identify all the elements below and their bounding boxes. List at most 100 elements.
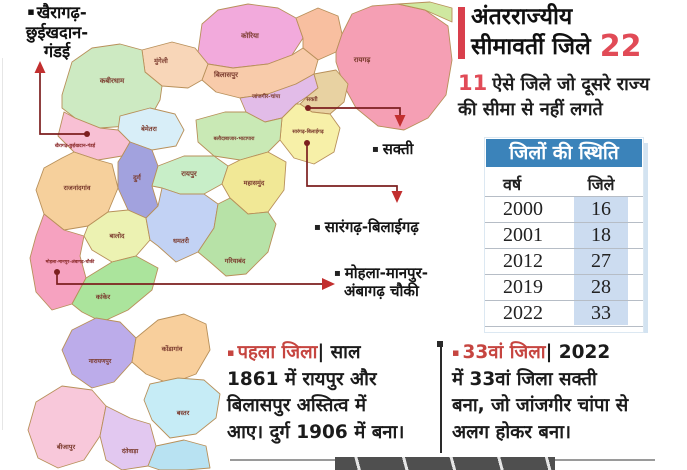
districts-column-stripe — [574, 197, 628, 325]
district-label: रायपुर — [180, 170, 198, 179]
sarangarh-arrow-head — [391, 191, 403, 203]
square-bullet-icon: ▪ — [314, 222, 321, 233]
khairagarh-arrow-dot — [84, 131, 90, 137]
callout-text: सक्ती — [382, 140, 414, 158]
callout-text: ▪ मोहला-मानपुर- — [334, 264, 428, 282]
column-header-districts: जिले — [587, 175, 615, 194]
khairagarh-arrow-line — [39, 70, 87, 135]
note-line: 1861 में रायपुर और — [227, 368, 377, 390]
left-edge-line — [2, 58, 3, 430]
district-label: बलौदाबाजार-भाटापारा — [213, 135, 256, 142]
square-bullet-icon: ▪ — [27, 5, 35, 18]
district-label: बीजापुर — [56, 443, 76, 451]
note-33rd-district: ▪ 33वां जिला| 2022 में 33वां जिला सक्ती ब… — [452, 340, 686, 446]
table-row: 2000 16 — [485, 197, 643, 223]
year-cell: 2000 — [503, 198, 543, 220]
panel-note: 11 ऐसे जिले जो दूसरे राज्य की सीमा से नही… — [458, 71, 686, 122]
table-row: 2012 27 — [485, 249, 643, 275]
district-label: दंतेवाड़ा — [121, 447, 139, 455]
annotation-text: खैरागढ़- — [36, 3, 87, 22]
district-shape — [131, 313, 211, 385]
sarangarh-arrow-line — [306, 143, 398, 193]
note-line: बिलासपुर अस्तित्व में — [227, 395, 367, 416]
callout-mohla: ▪ मोहला-मानपुर- अंबागढ़ चौकी — [334, 264, 428, 300]
note-line: ▪ पहला जिला| साल — [227, 342, 361, 363]
district-count-cell: 27 — [591, 250, 611, 272]
bottom-banner-cutoff — [335, 457, 555, 470]
district-shape — [279, 103, 341, 165]
district-label: जांजगीर-चांपा — [251, 92, 281, 100]
table-header-row: वर्ष जिले — [485, 172, 643, 197]
square-bullet-icon: ▪ — [334, 268, 341, 279]
district-label: राजनांदगांव — [63, 184, 91, 192]
district-count-cell: 28 — [591, 276, 611, 298]
year-cell: 2001 — [503, 224, 543, 246]
border-district-count: 22 — [599, 29, 642, 64]
district-label: मोहला-मानपुर-अंबागढ़-चौकी — [45, 258, 96, 265]
mohla-arrow-head — [322, 278, 335, 290]
mohla-arrow-dot — [54, 269, 60, 275]
district-shape — [397, 1, 453, 23]
district-status-table: जिलों की स्थिति वर्ष जिले 2000 16 2001 18 20… — [484, 137, 644, 333]
sakti-arrow-dot — [305, 105, 311, 111]
note-first-district: ▪ पहला जिला| साल 1861 में रायपुर और बिलास… — [227, 340, 437, 446]
sakti-arrow-head — [394, 115, 406, 127]
table-row: 2022 33 — [485, 301, 643, 327]
district-shape — [35, 151, 119, 231]
note-line: बना, जो जांजगीर चांपा से — [452, 395, 629, 416]
panel-note-line2: की सीमा से नहीं लगते — [458, 99, 603, 120]
callout-text: सारंगढ़-बिलाईगढ़ — [324, 218, 419, 236]
sarangarh-arrow-dot — [304, 140, 310, 146]
square-bullet-icon: ▪ — [452, 346, 460, 359]
district-label: सारंगढ़-बिलाईगढ़ — [291, 128, 324, 135]
annotation-line: छुईखदान- — [25, 22, 89, 42]
note-line: अलग होकर बना। — [452, 421, 571, 443]
district-shape — [83, 209, 151, 263]
district-shape — [61, 317, 137, 389]
table-body: वर्ष जिले 2000 16 2001 18 2012 27 2019 28 2022 33 — [485, 172, 643, 327]
district-shape — [143, 377, 221, 439]
year-cell: 2012 — [503, 250, 543, 272]
note-heading: पहला जिला — [237, 342, 318, 363]
panel-title: अंतरराज्यीय सीमावर्ती जिले 22 — [471, 2, 641, 62]
table-title: जिलों की स्थिति — [486, 139, 642, 167]
khairagarh-arrow-head — [34, 61, 46, 73]
district-shape — [151, 155, 229, 195]
panel-title-line2: सीमावर्ती जिले 22 — [471, 29, 642, 64]
district-count-cell: 18 — [591, 224, 611, 246]
divider-dot — [437, 341, 443, 347]
note-heading: 33वां जिला — [462, 342, 546, 363]
table-row: 2001 18 — [485, 223, 643, 249]
note-line: में 33वां जिला सक्ती — [452, 368, 597, 390]
notes-divider-line — [440, 347, 442, 453]
district-map: कोरिया रायगढ़ बिलासपुर मुंगेली कबीरधाम जांजगी… — [27, 1, 453, 470]
district-label: बिलासपुर — [213, 70, 239, 80]
district-label: गरियाबंद — [224, 257, 246, 265]
district-count-cell: 33 — [591, 302, 611, 324]
district-shape — [335, 3, 453, 131]
table-rows: 2000 16 2001 18 2012 27 2019 28 2022 33 — [485, 197, 643, 327]
district-label: रायगढ़ — [353, 56, 372, 64]
panel-note-line1: 11 ऐसे जिले जो दूसरे राज्य — [458, 71, 650, 95]
red-accent-bar — [458, 7, 465, 59]
district-label: कबीरधाम — [99, 76, 125, 85]
annotation-line: ▪ खैरागढ़- — [4, 2, 110, 23]
district-label: नारायणपुर — [88, 358, 112, 365]
square-bullet-icon: ▪ — [227, 346, 235, 359]
column-header-year: वर्ष — [503, 175, 522, 194]
note-line: आए। दुर्ग 1906 में बना। — [227, 421, 405, 443]
annotation-line: गंडई — [43, 42, 71, 61]
sakti-arrow-line — [308, 107, 401, 117]
district-label: महासमुंद — [243, 179, 265, 187]
district-label: बस्तर — [176, 409, 190, 417]
callout-sarangarh: ▪ सारंगढ़-बिलाईगढ़ — [314, 217, 419, 237]
district-count-cell: 16 — [591, 198, 611, 220]
district-label: धमतरी — [173, 237, 189, 245]
annotation-khairagarh: ▪ खैरागढ़- छुईखदान- गंडई — [4, 2, 110, 62]
square-bullet-icon: ▪ — [372, 144, 379, 155]
table-row: 2019 28 — [485, 275, 643, 301]
callout-text: अंबागढ़ चौकी — [344, 281, 419, 300]
district-label: दुर्ग — [132, 173, 142, 183]
district-shape — [147, 439, 211, 470]
